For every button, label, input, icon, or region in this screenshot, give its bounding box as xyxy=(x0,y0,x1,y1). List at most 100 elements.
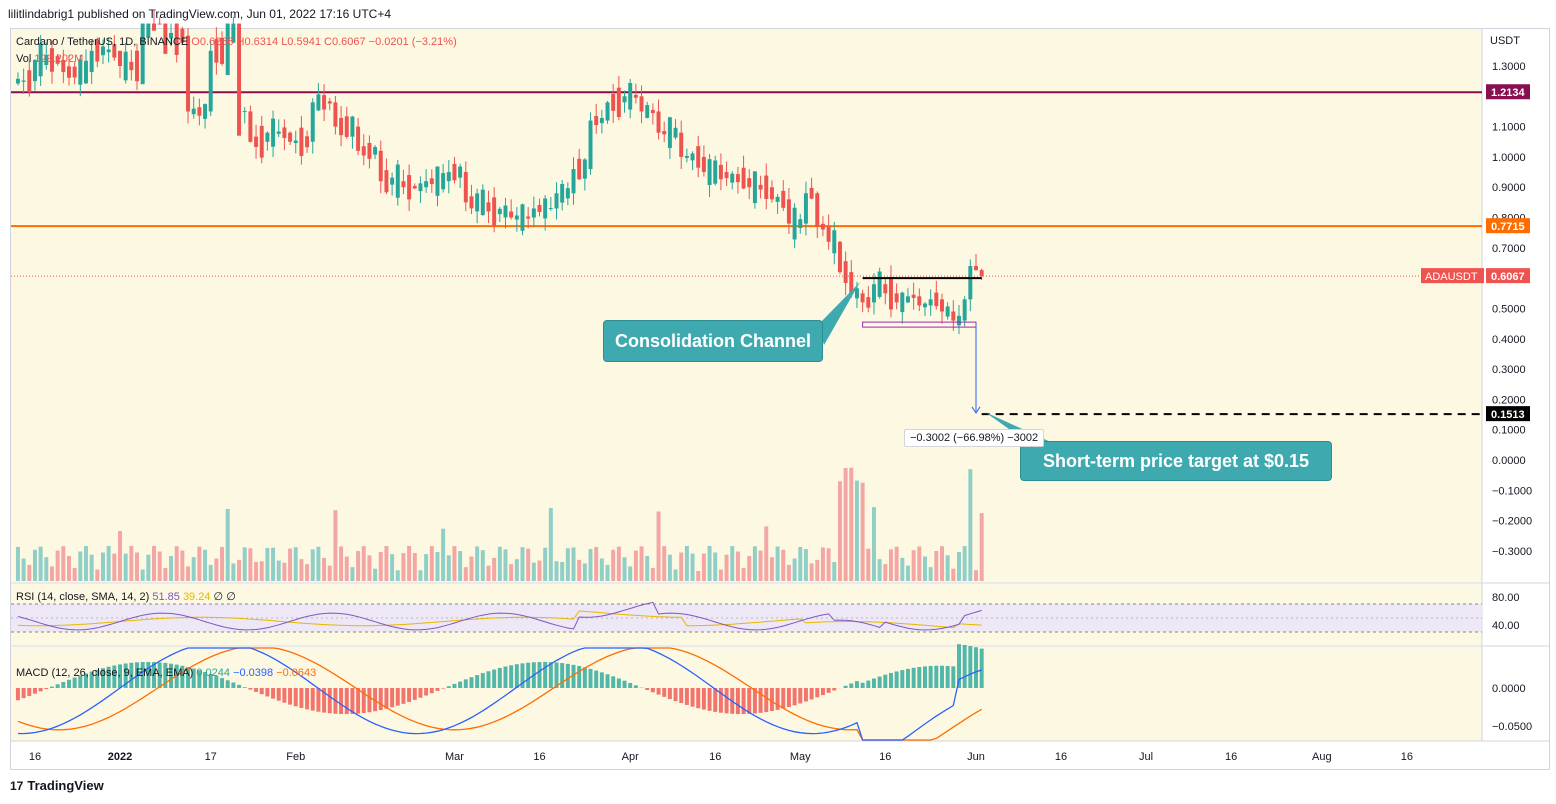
tradingview-logo-icon: 17 xyxy=(10,778,24,793)
volume-bar xyxy=(395,570,400,581)
volume-bar xyxy=(327,565,332,581)
volume-bar xyxy=(21,558,26,581)
volume-bar xyxy=(497,546,502,581)
volume-bar xyxy=(339,546,344,581)
volume-bar xyxy=(940,546,944,581)
candle-body xyxy=(786,199,791,224)
rsi-value: 51.85 xyxy=(152,591,180,603)
volume-bar xyxy=(781,549,786,581)
macd-hist-bar xyxy=(49,686,54,688)
macd-hist-bar xyxy=(803,688,808,702)
candle-body xyxy=(837,241,842,273)
volume-label[interactable]: Vol xyxy=(16,53,32,65)
volume-bar xyxy=(922,556,927,581)
macd-hist-bar xyxy=(735,688,740,715)
candle-body xyxy=(871,284,876,303)
macd-hist-bar xyxy=(928,665,933,688)
price-tick-label: 0.7000 xyxy=(1492,243,1526,255)
volume-bar xyxy=(344,556,349,581)
macd-hist-bar xyxy=(344,688,349,715)
macd-hist-bar xyxy=(469,677,474,688)
candle-body xyxy=(900,292,905,313)
candle-body xyxy=(514,215,519,220)
macd-label[interactable]: MACD (12, 26, close, 9, EMA, EMA) xyxy=(16,667,194,679)
macd-hist-bar xyxy=(248,688,253,690)
candle-body xyxy=(843,261,848,283)
volume-bar xyxy=(152,546,156,581)
volume-bar xyxy=(378,552,383,581)
macd-hist-bar xyxy=(577,666,582,688)
macd-hist-bar xyxy=(378,688,383,711)
macd-hist-bar xyxy=(123,663,128,688)
macd-hist-bar xyxy=(310,688,315,711)
volume-bar xyxy=(951,568,956,581)
symbol-label[interactable]: Cardano / TetherUS, 1D, BINANCE xyxy=(16,36,189,48)
volume-bar xyxy=(662,546,667,581)
volume-bar xyxy=(32,549,37,581)
macd-line xyxy=(17,647,982,741)
volume-bar xyxy=(690,553,695,581)
volume-bar xyxy=(611,549,616,581)
volume-bar xyxy=(860,482,865,581)
volume-bar xyxy=(730,546,735,581)
candle-body xyxy=(849,272,854,294)
candle-body xyxy=(112,44,117,58)
macd-hist-bar xyxy=(72,677,77,688)
macd-hist-bar xyxy=(89,671,94,688)
candle-body xyxy=(44,54,49,66)
volume-bar xyxy=(412,553,417,581)
candle-body xyxy=(361,146,366,156)
price-tag-label: 1.2134 xyxy=(1491,87,1526,99)
macd-hist-bar xyxy=(412,688,417,700)
macd-hist-bar xyxy=(265,688,270,697)
rsi-label[interactable]: RSI (14, close, SMA, 14, 2) xyxy=(16,591,150,603)
candle-body xyxy=(32,59,37,82)
candle-body xyxy=(401,181,406,188)
candle-body xyxy=(860,293,865,303)
candle-body xyxy=(820,223,825,230)
volume-bar xyxy=(667,554,672,581)
candle-body xyxy=(118,50,122,66)
volume-bar xyxy=(832,561,837,581)
volume-bar xyxy=(866,548,871,581)
macd-hist-bar xyxy=(792,688,797,706)
candle-body xyxy=(940,299,944,312)
volume-bar xyxy=(679,552,684,581)
volume-bar xyxy=(305,564,310,581)
candle-body xyxy=(690,153,695,161)
volume-bar xyxy=(118,531,122,581)
macd-hist-bar xyxy=(492,669,497,688)
price-tag xyxy=(1486,218,1530,234)
candle-body xyxy=(424,181,429,188)
macd-hist-bar xyxy=(951,666,956,688)
target-text: Short-term price target at $0.15 xyxy=(1042,450,1310,471)
candle-body xyxy=(565,188,570,199)
volume-bar xyxy=(957,552,961,581)
price-tag-label: 0.6067 xyxy=(1491,271,1525,283)
volume-bar xyxy=(786,564,791,581)
candle-body xyxy=(701,156,706,173)
measure-text: −0.3002 (−66.98%) −3002 xyxy=(910,432,1039,444)
volume-bar xyxy=(299,559,304,581)
target-callout[interactable]: Short-term price target at $0.15 xyxy=(1020,441,1332,481)
rsi-legend: RSI (14, close, SMA, 14, 2) 51.85 39.24 … xyxy=(16,590,236,603)
volume-bar xyxy=(877,559,882,581)
macd-hist-bar xyxy=(350,688,355,714)
macd-hist-bar xyxy=(146,661,151,688)
rsi-tick-label: 80.00 xyxy=(1492,592,1520,604)
time-tick-label: May xyxy=(790,751,811,763)
candle-body xyxy=(72,66,77,78)
macd-signal-value: −0.0643 xyxy=(276,667,317,679)
candle-body xyxy=(305,136,310,148)
volume-bar xyxy=(208,564,213,581)
volume-bar xyxy=(106,546,111,581)
candle-body xyxy=(968,266,973,300)
consolidation-callout[interactable]: Consolidation Channel xyxy=(603,320,823,362)
macd-hist-bar xyxy=(237,684,242,688)
candle-body xyxy=(344,116,349,137)
volume-bar xyxy=(741,567,746,581)
macd-hist-bar xyxy=(747,688,752,714)
volume-bar xyxy=(424,554,429,581)
symbol-tag-label: ADAUSDT xyxy=(1425,271,1478,283)
